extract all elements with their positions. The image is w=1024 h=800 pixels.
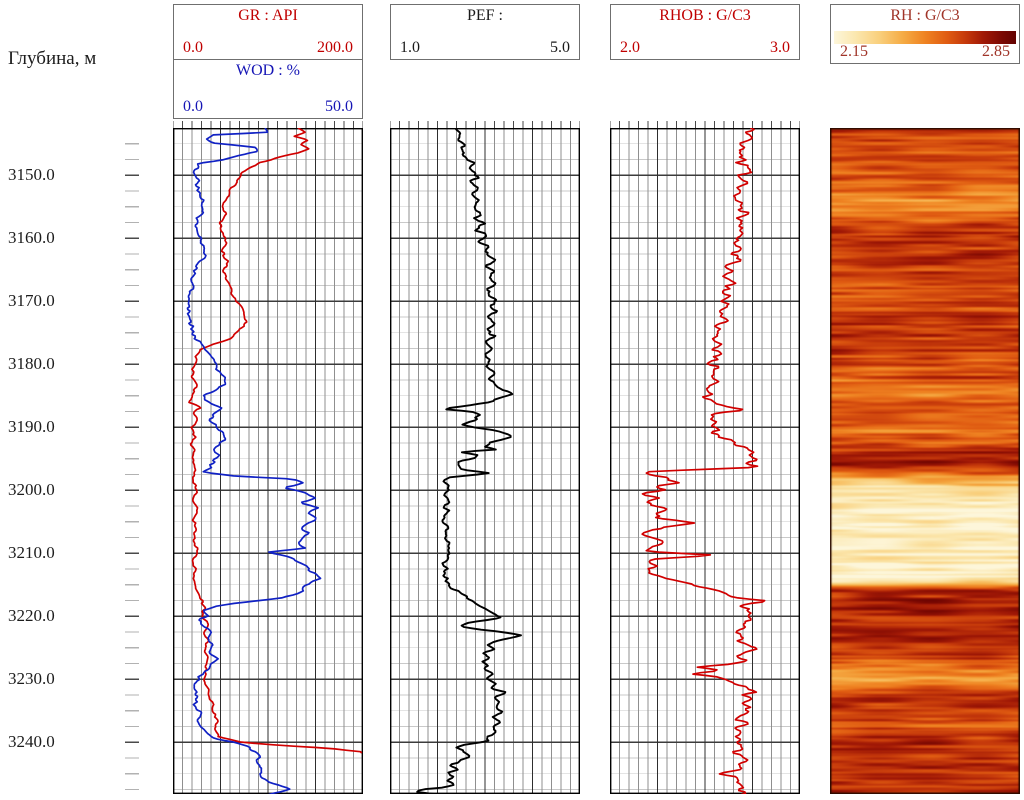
depth-tick-label: 3170.0 xyxy=(8,291,55,311)
rh-colorbar xyxy=(834,31,1016,44)
wod-scale-min: 0.0 xyxy=(183,98,203,115)
track2-plot[interactable] xyxy=(390,128,580,794)
track3-plot[interactable] xyxy=(610,128,800,794)
gr-scale-max: 200.0 xyxy=(317,39,353,56)
rh-header: RH : G/C3 2.15 2.85 xyxy=(830,4,1020,64)
pef-scale-min: 1.0 xyxy=(400,39,420,56)
rhob-scale-min: 2.0 xyxy=(620,39,640,56)
rh-heatmap-track[interactable] xyxy=(830,128,1020,794)
curve-gr xyxy=(188,128,363,754)
depth-tick-label: 3190.0 xyxy=(8,417,55,437)
curve-rhob xyxy=(641,128,766,794)
rh-scale-min: 2.15 xyxy=(840,43,868,60)
rhob-header: RHOB : G/C3 2.0 3.0 xyxy=(610,4,800,60)
depth-tick-label: 3240.0 xyxy=(8,732,55,752)
pef-scale-max: 5.0 xyxy=(550,39,570,56)
depth-tick-label: 3200.0 xyxy=(8,480,55,500)
curve-wod xyxy=(186,128,322,794)
curve-pef xyxy=(416,128,522,794)
depth-axis-title: Глубина, м xyxy=(8,48,97,69)
gr-scale-min: 0.0 xyxy=(183,39,203,56)
depth-tick-label: 3230.0 xyxy=(8,669,55,689)
rhob-scale-max: 3.0 xyxy=(770,39,790,56)
wod-header: WOD : % 0.0 50.0 xyxy=(173,59,363,119)
wod-scale-max: 50.0 xyxy=(325,98,353,115)
wod-curve-title: WOD : % xyxy=(236,62,300,79)
rhob-curve-title: RHOB : G/C3 xyxy=(659,7,751,24)
depth-tick-label: 3180.0 xyxy=(8,354,55,374)
depth-tick-label: 3210.0 xyxy=(8,543,55,563)
pef-header: PEF : 1.0 5.0 xyxy=(390,4,580,60)
depth-tick-label: 3150.0 xyxy=(8,165,55,185)
track3-top-ticks xyxy=(610,121,800,128)
track1-plot[interactable] xyxy=(173,128,363,794)
track2-top-ticks xyxy=(390,121,580,128)
rh-curve-title: RH : G/C3 xyxy=(890,7,960,24)
rh-scale-max: 2.85 xyxy=(982,43,1010,60)
gr-curve-title: GR : API xyxy=(238,7,298,24)
track1-top-ticks xyxy=(173,121,363,128)
depth-tick-label: 3220.0 xyxy=(8,606,55,626)
depth-tick-marks xyxy=(125,143,139,791)
depth-tick-label: 3160.0 xyxy=(8,228,55,248)
gr-header: GR : API 0.0 200.0 xyxy=(173,4,363,60)
pef-curve-title: PEF : xyxy=(466,7,503,24)
